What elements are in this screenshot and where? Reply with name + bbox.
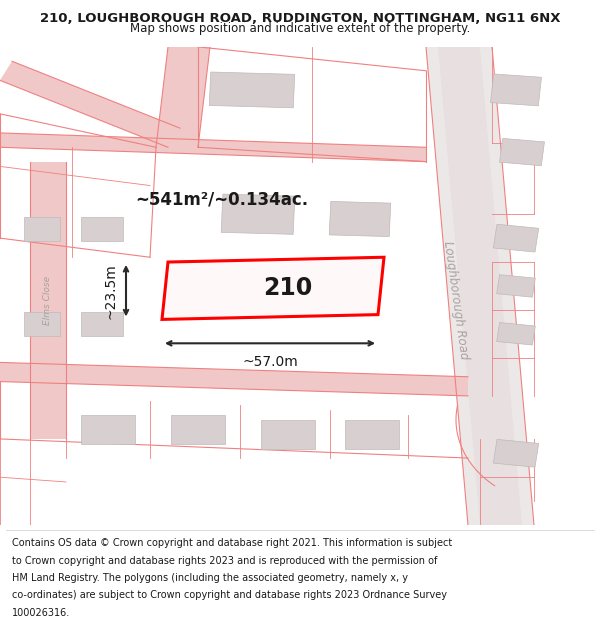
Text: 210, LOUGHBOROUGH ROAD, RUDDINGTON, NOTTINGHAM, NG11 6NX: 210, LOUGHBOROUGH ROAD, RUDDINGTON, NOTT… [40,12,560,25]
Polygon shape [81,217,123,241]
Polygon shape [261,420,315,449]
Polygon shape [438,47,522,525]
Text: Elms Close: Elms Close [44,276,53,325]
Text: ~57.0m: ~57.0m [242,355,298,369]
Text: Contains OS data © Crown copyright and database right 2021. This information is : Contains OS data © Crown copyright and d… [12,538,452,548]
Polygon shape [329,201,391,236]
Polygon shape [345,420,399,449]
Polygon shape [156,47,210,148]
Text: to Crown copyright and database rights 2023 and is reproduced with the permissio: to Crown copyright and database rights 2… [12,556,437,566]
Polygon shape [0,133,426,162]
Polygon shape [493,439,539,467]
Polygon shape [24,312,60,336]
Polygon shape [0,362,468,396]
Polygon shape [30,162,66,439]
Text: HM Land Registry. The polygons (including the associated geometry, namely x, y: HM Land Registry. The polygons (includin… [12,573,408,583]
Polygon shape [221,194,295,234]
Polygon shape [209,72,295,107]
Text: Loughborough Road: Loughborough Road [441,240,471,361]
Polygon shape [81,415,135,444]
Polygon shape [500,138,544,166]
Polygon shape [493,224,539,252]
Polygon shape [426,47,534,525]
Text: 210: 210 [263,276,313,301]
Polygon shape [162,258,384,319]
Polygon shape [24,217,60,241]
Polygon shape [171,415,225,444]
Polygon shape [0,61,180,148]
Text: Map shows position and indicative extent of the property.: Map shows position and indicative extent… [130,22,470,35]
Polygon shape [81,312,123,336]
Text: 100026316.: 100026316. [12,608,70,618]
Text: co-ordinates) are subject to Crown copyright and database rights 2023 Ordnance S: co-ordinates) are subject to Crown copyr… [12,591,447,601]
Polygon shape [497,322,535,345]
Polygon shape [491,74,541,106]
Text: ~23.5m: ~23.5m [103,263,117,319]
Text: ~541m²/~0.134ac.: ~541m²/~0.134ac. [136,191,308,209]
Polygon shape [497,275,535,297]
